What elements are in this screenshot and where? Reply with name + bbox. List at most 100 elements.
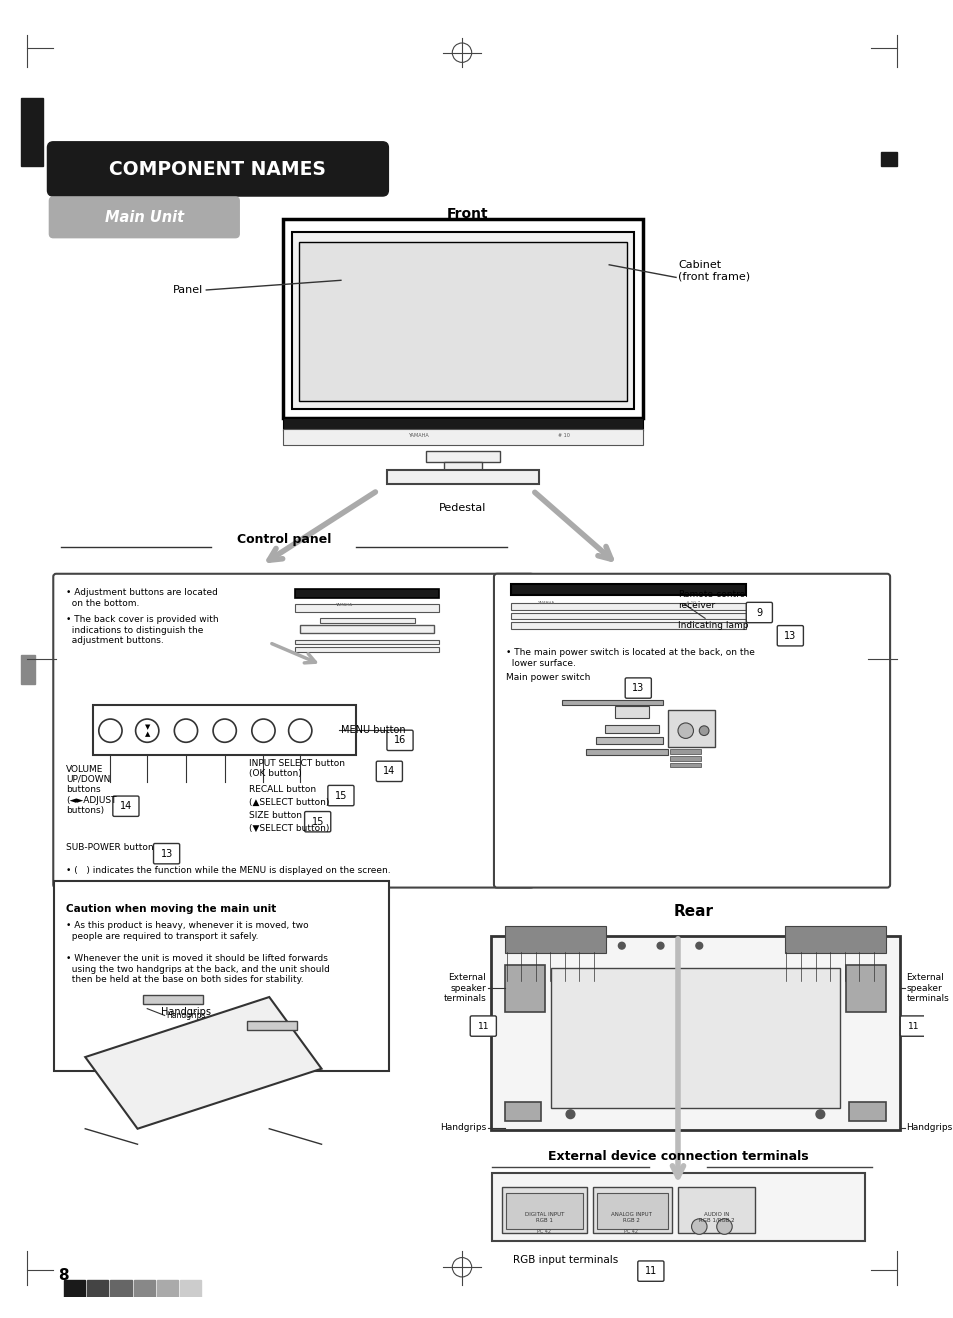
- Bar: [501, 1186, 586, 1234]
- Text: (▲SELECT button): (▲SELECT button): [249, 797, 329, 807]
- Text: • Adjustment buttons are located
  on the bottom.: • Adjustment buttons are located on the …: [66, 588, 217, 608]
- Bar: [21, 99, 43, 166]
- Bar: [295, 647, 438, 652]
- Bar: [443, 463, 482, 472]
- Circle shape: [657, 942, 663, 949]
- Text: 13: 13: [160, 849, 172, 859]
- FancyBboxPatch shape: [745, 602, 772, 622]
- Bar: [299, 241, 626, 402]
- Bar: [881, 153, 896, 166]
- Bar: [504, 927, 606, 953]
- Circle shape: [716, 1219, 732, 1235]
- FancyBboxPatch shape: [328, 786, 354, 805]
- Circle shape: [691, 1219, 706, 1235]
- Text: • The main power switch is located at the back, on the
  lower surface.: • The main power switch is located at th…: [505, 648, 754, 668]
- Bar: [595, 738, 662, 745]
- Bar: [295, 604, 438, 612]
- Bar: [282, 418, 642, 431]
- Bar: [561, 700, 662, 705]
- Text: ▲: ▲: [145, 731, 150, 738]
- Text: YAMAHA: YAMAHA: [537, 601, 554, 605]
- Bar: [387, 471, 537, 484]
- Text: • Whenever the unit is moved it should be lifted forwards
  using the two handgr: • Whenever the unit is moved it should b…: [66, 954, 330, 985]
- Bar: [64, 1280, 85, 1297]
- Bar: [282, 219, 642, 418]
- Circle shape: [252, 720, 274, 742]
- Text: Handgrips: Handgrips: [439, 1123, 486, 1132]
- Bar: [143, 995, 203, 1004]
- Bar: [492, 1173, 864, 1242]
- Bar: [295, 589, 438, 598]
- Bar: [491, 936, 899, 1130]
- Text: 13: 13: [632, 683, 643, 693]
- Bar: [668, 710, 714, 747]
- Bar: [92, 705, 356, 755]
- Text: Cabinet
(front frame): Cabinet (front frame): [678, 260, 749, 282]
- Bar: [783, 927, 885, 953]
- Bar: [678, 1186, 755, 1234]
- Text: SIZE button: SIZE button: [249, 811, 301, 820]
- Text: Main power switch: Main power switch: [505, 673, 589, 681]
- FancyBboxPatch shape: [777, 626, 802, 646]
- Bar: [295, 639, 438, 645]
- Bar: [844, 965, 885, 1011]
- Bar: [511, 584, 745, 594]
- FancyBboxPatch shape: [624, 677, 651, 699]
- Text: SUB-POWER button: SUB-POWER button: [66, 844, 153, 851]
- Circle shape: [815, 1110, 823, 1119]
- Circle shape: [699, 726, 708, 735]
- Text: 14: 14: [120, 801, 132, 811]
- Text: 15: 15: [312, 817, 323, 826]
- FancyBboxPatch shape: [112, 796, 139, 816]
- Circle shape: [678, 724, 693, 738]
- Text: Main Unit: Main Unit: [105, 210, 184, 225]
- Bar: [596, 1193, 668, 1230]
- Text: Front: Front: [447, 207, 488, 221]
- Text: Caution when moving the main unit: Caution when moving the main unit: [66, 904, 275, 915]
- Bar: [592, 1186, 672, 1234]
- Circle shape: [213, 720, 236, 742]
- Text: Control panel: Control panel: [236, 534, 331, 547]
- Bar: [133, 1280, 154, 1297]
- FancyBboxPatch shape: [304, 812, 331, 832]
- Bar: [319, 618, 415, 623]
- FancyBboxPatch shape: [638, 1261, 663, 1281]
- Bar: [848, 1102, 885, 1122]
- Text: Pedestal: Pedestal: [438, 503, 486, 513]
- Bar: [670, 749, 700, 754]
- FancyBboxPatch shape: [50, 196, 239, 237]
- Text: MENU button: MENU button: [340, 725, 405, 734]
- Bar: [585, 749, 668, 755]
- Text: • The back cover is provided with
  indications to distinguish the
  adjustment : • The back cover is provided with indica…: [66, 616, 218, 646]
- Polygon shape: [85, 996, 321, 1128]
- Text: Rear: Rear: [673, 904, 713, 919]
- FancyBboxPatch shape: [494, 573, 889, 887]
- FancyBboxPatch shape: [153, 844, 179, 863]
- Circle shape: [174, 720, 197, 742]
- Bar: [670, 755, 700, 760]
- Bar: [505, 1193, 582, 1230]
- Text: 11: 11: [477, 1021, 489, 1031]
- Text: Handgrips: Handgrips: [161, 1007, 211, 1016]
- Bar: [282, 430, 642, 445]
- Bar: [511, 622, 745, 629]
- Text: • As this product is heavy, whenever it is moved, two
  people are required to t: • As this product is heavy, whenever it …: [66, 921, 308, 941]
- FancyBboxPatch shape: [53, 573, 533, 887]
- Text: VOLUME
UP/DOWN
buttons: VOLUME UP/DOWN buttons: [66, 764, 111, 795]
- Text: 11: 11: [644, 1267, 657, 1276]
- Text: ANALOG INPUT
RGB 2: ANALOG INPUT RGB 2: [611, 1213, 651, 1223]
- Bar: [292, 232, 634, 409]
- Text: Handgrips: Handgrips: [166, 1011, 206, 1020]
- Bar: [21, 655, 35, 684]
- FancyBboxPatch shape: [470, 1016, 496, 1036]
- Text: DIGITAL INPUT
RGB 1: DIGITAL INPUT RGB 1: [524, 1213, 563, 1223]
- Text: 13: 13: [783, 631, 796, 641]
- Bar: [156, 1280, 178, 1297]
- Bar: [511, 613, 745, 619]
- Text: # 10: # 10: [685, 601, 695, 605]
- Text: • (   ) indicates the function while the MENU is displayed on the screen.: • ( ) indicates the function while the M…: [66, 866, 390, 875]
- Bar: [605, 725, 658, 733]
- Text: RGB input terminals: RGB input terminals: [513, 1256, 618, 1265]
- FancyBboxPatch shape: [375, 762, 402, 782]
- Text: COMPONENT NAMES: COMPONENT NAMES: [110, 161, 326, 179]
